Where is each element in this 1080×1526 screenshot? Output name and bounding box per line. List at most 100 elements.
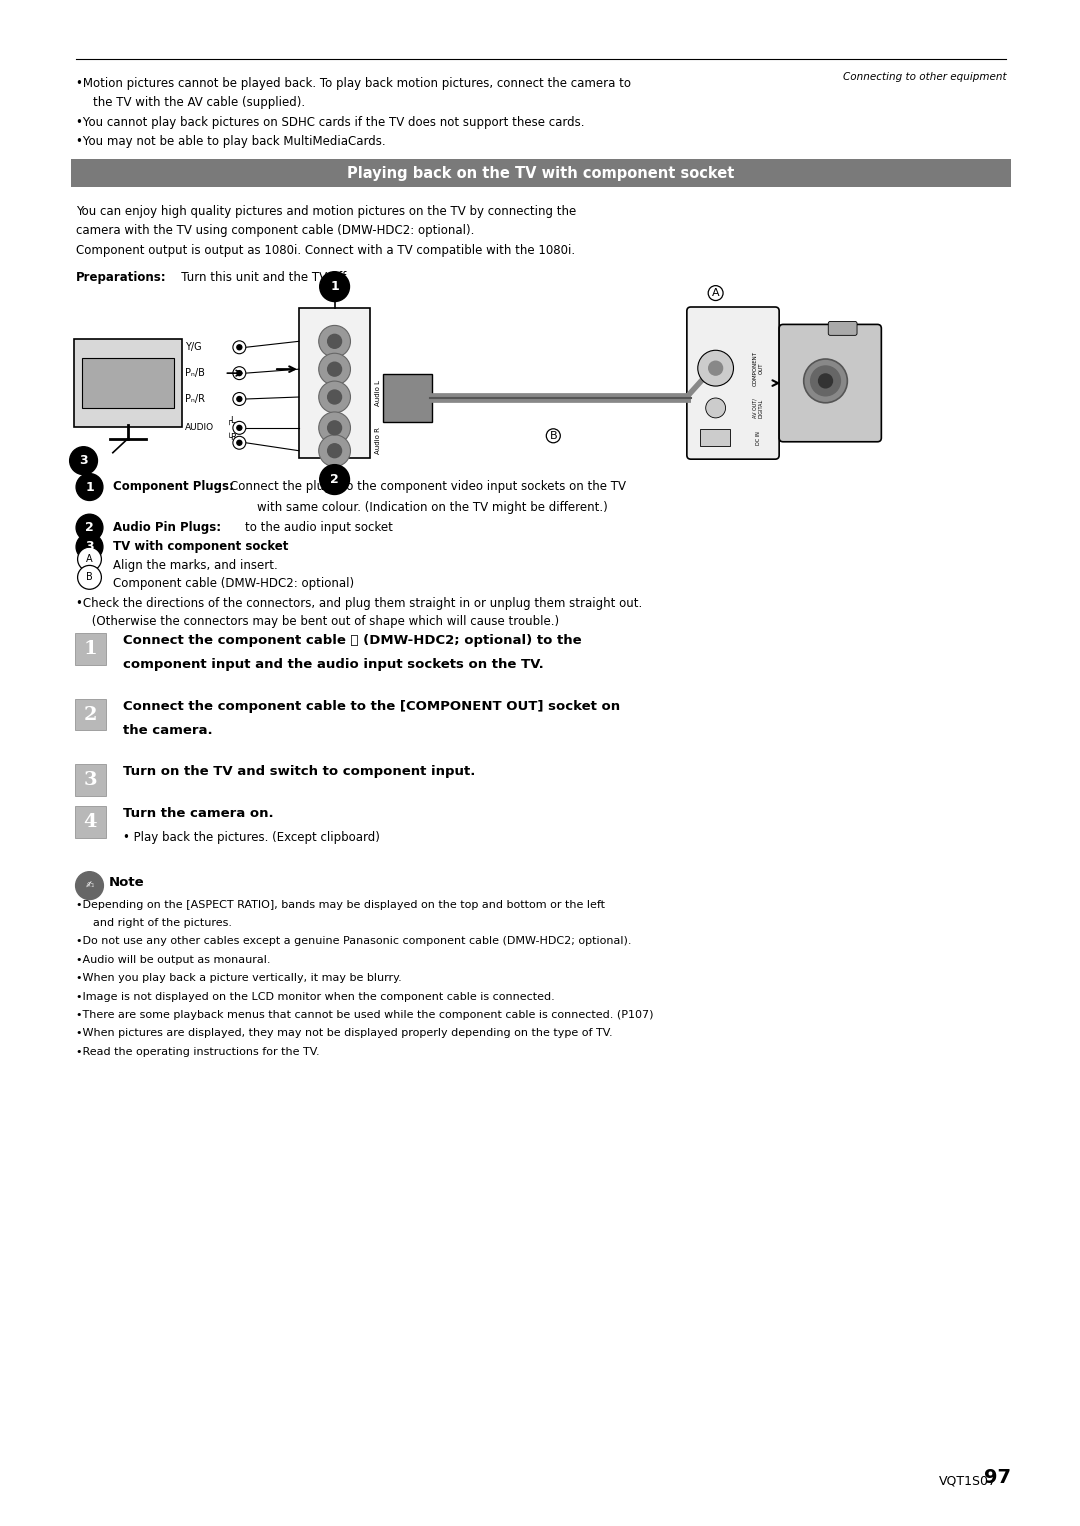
FancyBboxPatch shape [73,339,181,427]
Text: 3: 3 [85,540,94,554]
Circle shape [327,444,341,458]
Circle shape [237,441,242,446]
Circle shape [233,436,246,449]
Circle shape [320,464,350,494]
Text: Component output is output as 1080i. Connect with a TV compatible with the 1080i: Component output is output as 1080i. Con… [76,244,575,256]
Text: Turn this unit and the TV off.: Turn this unit and the TV off. [170,272,349,284]
Circle shape [319,382,351,414]
Text: Preparations:: Preparations: [76,272,166,284]
Circle shape [327,391,341,404]
Text: •There are some playback menus that cannot be used while the component cable is : •There are some playback menus that cann… [76,1010,653,1019]
Text: Audio R: Audio R [375,427,381,455]
FancyBboxPatch shape [75,633,106,665]
Text: the TV with the AV cable (supplied).: the TV with the AV cable (supplied). [94,96,306,110]
Circle shape [78,566,102,589]
Text: •Audio will be output as monaural.: •Audio will be output as monaural. [76,955,270,964]
Text: (Otherwise the connectors may be bent out of shape which will cause trouble.): (Otherwise the connectors may be bent ou… [87,615,558,627]
Text: the camera.: the camera. [123,723,213,737]
Circle shape [233,340,246,354]
Circle shape [811,366,840,395]
Circle shape [76,871,104,899]
Text: •When you play back a picture vertically, it may be blurry.: •When you play back a picture vertically… [76,974,402,983]
Circle shape [320,272,350,302]
Circle shape [705,398,726,418]
Circle shape [327,362,341,375]
Circle shape [804,359,848,403]
Text: Turn on the TV and switch to component input.: Turn on the TV and switch to component i… [123,765,475,778]
Text: •You may not be able to play back MultiMediaCards.: •You may not be able to play back MultiM… [76,134,386,148]
Text: Component Plugs:: Component Plugs: [113,481,234,493]
Text: Component cable (DMW-HDC2: optional): Component cable (DMW-HDC2: optional) [113,577,354,591]
Circle shape [233,366,246,380]
Text: DC IN: DC IN [756,430,760,444]
Text: A: A [86,554,93,565]
Text: 1: 1 [330,281,339,293]
FancyBboxPatch shape [779,325,881,441]
Text: B: B [550,430,557,441]
Text: •When pictures are displayed, they may not be displayed properly depending on th: •When pictures are displayed, they may n… [76,1029,612,1038]
Text: •Check the directions of the connectors, and plug them straight in or unplug the: •Check the directions of the connectors,… [76,597,642,609]
Text: to the audio input socket: to the audio input socket [230,520,393,534]
Text: Connect the component cable to the [COMPONENT OUT] socket on: Connect the component cable to the [COMP… [123,699,620,713]
Circle shape [698,351,733,386]
Circle shape [76,473,103,501]
Text: •Motion pictures cannot be played back. To play back motion pictures, connect th: •Motion pictures cannot be played back. … [76,76,631,90]
Text: AUDIO: AUDIO [185,423,214,432]
Text: with same colour. (Indication on the TV might be different.): with same colour. (Indication on the TV … [257,502,608,514]
Circle shape [78,548,102,571]
Circle shape [319,325,351,357]
Text: Pₙ/B: Pₙ/B [185,368,204,378]
Text: 1: 1 [83,639,97,658]
Text: •Do not use any other cables except a genuine Panasonic component cable (DMW-HDC: •Do not use any other cables except a ge… [76,937,631,946]
Text: Audio L: Audio L [375,380,381,406]
Text: 2: 2 [84,705,97,723]
Circle shape [233,392,246,406]
Circle shape [69,447,97,475]
FancyBboxPatch shape [75,806,106,838]
Text: Connecting to other equipment: Connecting to other equipment [842,72,1007,82]
Text: 97: 97 [984,1468,1011,1486]
Text: Playing back on the TV with component socket: Playing back on the TV with component so… [348,166,734,180]
Text: •Depending on the [ASPECT RATIO], bands may be displayed on the top and bottom o: •Depending on the [ASPECT RATIO], bands … [76,899,605,909]
FancyBboxPatch shape [687,307,779,459]
Circle shape [76,534,103,560]
Circle shape [237,397,242,401]
Text: ✍: ✍ [85,881,94,891]
Circle shape [233,421,246,435]
Circle shape [327,334,341,348]
Circle shape [76,514,103,542]
Circle shape [237,345,242,349]
FancyBboxPatch shape [828,322,858,336]
FancyBboxPatch shape [299,308,370,458]
Text: COMPONENT
OUT: COMPONENT OUT [753,351,764,386]
FancyBboxPatch shape [383,374,432,421]
Circle shape [708,362,723,375]
FancyBboxPatch shape [75,765,106,797]
Text: Note: Note [108,876,144,888]
Text: VQT1S07: VQT1S07 [939,1474,997,1486]
Circle shape [237,371,242,375]
Text: └R: └R [227,433,238,443]
Text: TV with component socket: TV with component socket [113,540,288,552]
Text: Align the marks, and insert.: Align the marks, and insert. [113,559,278,572]
FancyBboxPatch shape [75,699,106,731]
Text: 3: 3 [79,455,87,467]
Circle shape [319,353,351,385]
Text: AV OUT/
DIGITAL: AV OUT/ DIGITAL [753,398,764,418]
Text: 4: 4 [84,813,97,832]
Text: ┌L: ┌L [227,417,237,426]
Text: You can enjoy high quality pictures and motion pictures on the TV by connecting : You can enjoy high quality pictures and … [76,204,576,218]
FancyBboxPatch shape [700,429,729,446]
Text: •Image is not displayed on the LCD monitor when the component cable is connected: •Image is not displayed on the LCD monit… [76,992,554,1001]
Circle shape [237,426,242,430]
Text: 1: 1 [85,481,94,493]
Text: Pₙ/R: Pₙ/R [185,394,205,404]
Text: Connect the plugs to the component video input sockets on the TV: Connect the plugs to the component video… [230,481,626,493]
Circle shape [319,435,351,467]
Text: Connect the component cable Ⓑ (DMW-HDC2; optional) to the: Connect the component cable Ⓑ (DMW-HDC2;… [123,633,582,647]
Text: camera with the TV using component cable (DMW-HDC2: optional).: camera with the TV using component cable… [76,224,474,238]
Text: B: B [86,572,93,583]
Text: 3: 3 [83,771,97,789]
FancyBboxPatch shape [82,359,174,407]
FancyBboxPatch shape [70,159,1011,188]
